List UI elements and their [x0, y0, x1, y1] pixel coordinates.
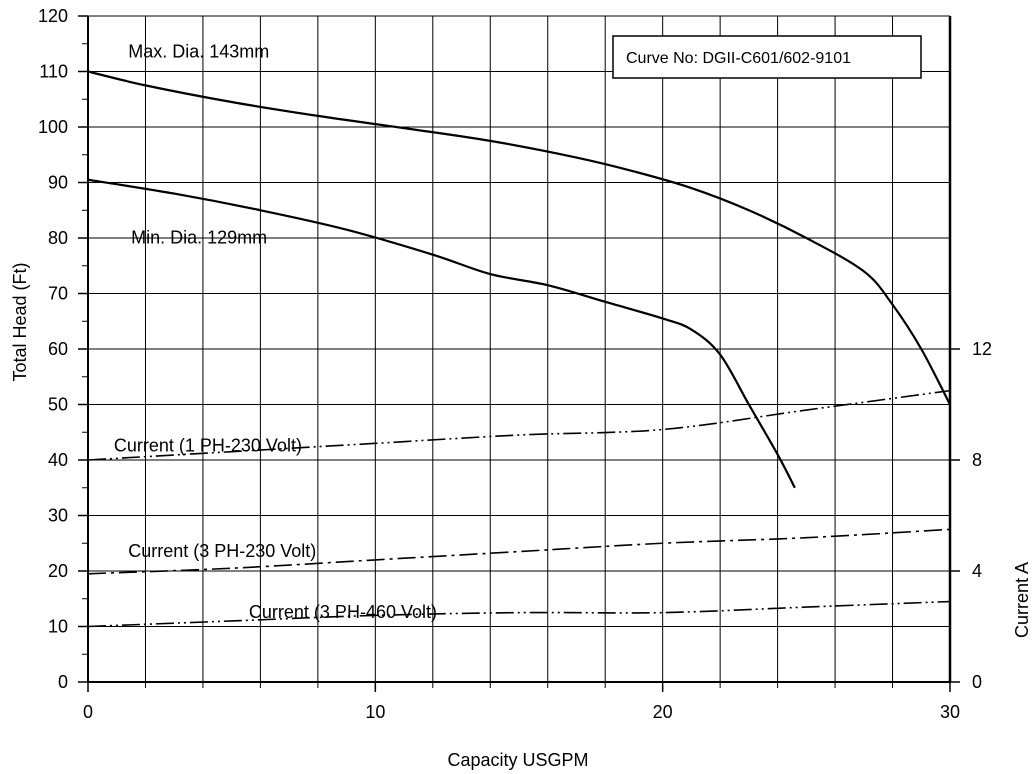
- curve-label: Current (1 PH-230 Volt): [114, 436, 302, 456]
- curve-number-annotation: Curve No: DGII-C601/602-9101: [612, 35, 922, 79]
- series-line-current-3-ph-230-volt: [87, 528, 951, 575]
- x-tick-label: 30: [940, 702, 960, 722]
- labels-layer: Max. Dia. 143mm Min. Dia. 129mm Current (1…: [114, 42, 437, 623]
- y2-tick-label: 8: [972, 450, 982, 470]
- curve-label: Current (3 PH-230 Volt): [128, 541, 316, 561]
- x-tick-label: 0: [83, 702, 93, 722]
- curve-label: Min. Dia. 129mm: [131, 228, 267, 248]
- y-tick-label: 120: [38, 6, 68, 26]
- y-tick-label: 40: [48, 450, 68, 470]
- y2-axis-title: Current A: [1012, 562, 1032, 638]
- y2-tick-label: 4: [972, 561, 982, 581]
- y-tick-label: 70: [48, 284, 68, 304]
- x-tick-label: 10: [365, 702, 385, 722]
- y-tick-label: 50: [48, 395, 68, 415]
- grid-layer: [87, 15, 951, 683]
- series-layer: [87, 70, 951, 628]
- y-tick-label: 30: [48, 506, 68, 526]
- y-tick-label: 60: [48, 339, 68, 359]
- y-tick-label: 100: [38, 117, 68, 137]
- series-line-max-dia-143mm: [87, 70, 951, 406]
- y-tick-label: 20: [48, 561, 68, 581]
- x-axis-title: Capacity USGPM: [447, 750, 588, 770]
- y-tick-label: 0: [58, 672, 68, 692]
- x-tick-label: 20: [653, 702, 673, 722]
- y2-tick-label: 0: [972, 672, 982, 692]
- y2-tick-label: 12: [972, 339, 992, 359]
- series-line-min-dia-129mm: [87, 178, 796, 489]
- y-tick-label: 10: [48, 617, 68, 637]
- series-line-current-1-ph-230-volt: [87, 389, 951, 461]
- y-tick-label: 110: [39, 62, 68, 82]
- curve-label: Max. Dia. 143mm: [128, 42, 269, 62]
- series-line-current-3-ph-460-volt: [87, 600, 951, 628]
- annotation-text: Curve No: DGII-C601/602-9101: [626, 50, 851, 67]
- annotation-box: [612, 35, 922, 79]
- y-tick-label: 80: [48, 228, 68, 248]
- curve-label: Current (3 PH-460 Volt): [249, 602, 437, 622]
- y-axis-title: Total Head (Ft): [10, 262, 30, 381]
- y-tick-label: 90: [48, 173, 68, 193]
